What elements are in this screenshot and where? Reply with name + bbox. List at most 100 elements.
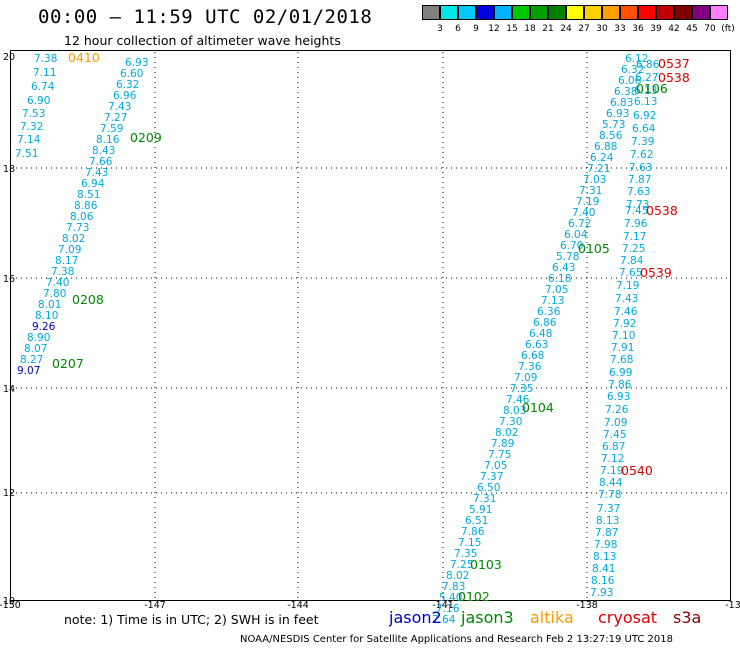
wave-height-value: 7.84 bbox=[620, 255, 644, 267]
legend-swatch bbox=[602, 5, 620, 20]
legend-label: 6 bbox=[455, 24, 461, 34]
wave-height-value: 7.37 bbox=[597, 503, 620, 515]
wave-height-value: 7.09 bbox=[58, 244, 81, 256]
pass-time-label: 0105 bbox=[578, 241, 610, 256]
wave-height-value: 8.13 bbox=[593, 551, 616, 563]
y-axis-label: 18 bbox=[3, 164, 15, 175]
wave-height-value: 6.13 bbox=[634, 96, 657, 108]
wave-height-value: 8.43 bbox=[92, 145, 115, 157]
wave-height-value: 7.43 bbox=[85, 167, 108, 179]
legend-swatch bbox=[620, 5, 638, 20]
wave-height-value: 7.05 bbox=[484, 460, 507, 472]
legend-label: 9 bbox=[473, 24, 479, 34]
wave-height-value: 7.13 bbox=[541, 295, 564, 307]
satellite-altika: altika bbox=[530, 608, 574, 627]
wave-height-value: 7.75 bbox=[488, 449, 511, 461]
pass-time-label: 0106 bbox=[636, 81, 668, 96]
wave-height-value: 7.86 bbox=[461, 526, 485, 538]
satellite-s3a: s3a bbox=[673, 608, 702, 627]
wave-height-value: 8.86 bbox=[74, 200, 98, 212]
wave-height-value: 5.40 bbox=[439, 592, 462, 604]
x-axis-label: -150 bbox=[0, 600, 21, 611]
wave-height-value: 6.92 bbox=[633, 110, 656, 122]
wave-height-value: 8.56 bbox=[599, 130, 623, 142]
wave-height-value: 8.03 bbox=[503, 405, 526, 417]
wave-height-value: 7.62 bbox=[630, 149, 653, 161]
map-frame bbox=[10, 50, 731, 601]
wave-height-value: 6.96 bbox=[113, 90, 137, 102]
wave-height-value: 7.27 bbox=[104, 112, 127, 124]
satellite-cryosat: cryosat bbox=[598, 608, 658, 627]
wave-height-value: 6.48 bbox=[529, 328, 552, 340]
wave-height-value: 7.31 bbox=[579, 185, 602, 197]
wave-height-value: 7.40 bbox=[46, 277, 69, 289]
wave-height-value: 6.27 bbox=[635, 72, 658, 84]
wave-height-value: 5.78 bbox=[556, 251, 579, 263]
pass-time-label: 0209 bbox=[130, 130, 162, 145]
wave-height-value: 8.07 bbox=[24, 343, 47, 355]
legend-swatch bbox=[548, 5, 566, 20]
wave-height-value: 9.07 bbox=[17, 365, 40, 377]
credit-line: NOAA/NESDIS Center for Satellite Applica… bbox=[240, 634, 673, 645]
legend-swatch bbox=[692, 5, 710, 20]
wave-height-value: 8.27 bbox=[20, 354, 43, 366]
wave-height-value: 7.36 bbox=[518, 361, 542, 373]
wave-height-value: 6.36 bbox=[537, 306, 561, 318]
wave-height-value: 6.24 bbox=[590, 152, 614, 164]
wave-height-value: 6.50 bbox=[477, 482, 500, 494]
satellite-jason2: jason2 bbox=[389, 608, 442, 627]
wave-height-value: 8.17 bbox=[55, 255, 78, 267]
wave-height-value: 6.12 bbox=[625, 53, 648, 65]
y-axis-label: 14 bbox=[3, 384, 15, 395]
wave-height-value: 6.32 bbox=[116, 79, 139, 91]
wave-height-value: 7.73 bbox=[66, 222, 89, 234]
wave-height-value: 7.32 bbox=[20, 121, 43, 133]
pass-time-label: 0537 bbox=[658, 56, 690, 71]
wave-height-value: 7.38 bbox=[51, 266, 74, 278]
wave-height-value: 8.02 bbox=[62, 233, 85, 245]
legend-label: 45 bbox=[686, 24, 698, 34]
wave-height-value: 7.05 bbox=[545, 284, 568, 296]
wave-height-value: 7.93 bbox=[590, 587, 613, 599]
legend-swatch bbox=[458, 5, 476, 20]
wave-height-value: 7.19 bbox=[576, 196, 599, 208]
wave-height-value: 6.51 bbox=[465, 515, 488, 527]
wave-height-value: 7.63 bbox=[627, 186, 650, 198]
wave-height-value: 7.25 bbox=[450, 559, 473, 571]
wave-height-value: 7.37 bbox=[480, 471, 503, 483]
legend-swatch bbox=[656, 5, 674, 20]
wave-height-value: 7.46 bbox=[506, 394, 530, 406]
wave-height-value: 6.72 bbox=[568, 218, 591, 230]
track-east-1: 6.126.326.066.386.836.935.738.566.886.24… bbox=[432, 53, 648, 626]
wave-height-value: 6.06 bbox=[618, 75, 642, 87]
wave-height-value: 9.26 bbox=[32, 321, 56, 333]
wave-height-value: 7.96 bbox=[624, 218, 648, 230]
legend-label: 27 bbox=[578, 24, 590, 34]
wave-height-value: 6.04 bbox=[564, 229, 588, 241]
wave-height-value: 8.51 bbox=[77, 189, 100, 201]
legend-swatch bbox=[530, 5, 548, 20]
pass-time-label: 0208 bbox=[72, 292, 104, 307]
wave-height-value: 6.86 bbox=[636, 59, 660, 71]
track-east-2: 6.866.276.136.136.926.647.397.627.637.87… bbox=[590, 59, 660, 599]
wave-height-value: 7.91 bbox=[611, 342, 634, 354]
wave-height-value: 8.01 bbox=[38, 299, 61, 311]
y-axis-label: 10 bbox=[3, 596, 15, 607]
pass-time-label: 0538 bbox=[646, 203, 678, 218]
wave-height-value: 7.63 bbox=[629, 162, 652, 174]
wave-height-value: 8.02 bbox=[446, 570, 469, 582]
pass-time-label: 0410 bbox=[68, 50, 100, 65]
footnote: note: 1) Time is in UTC; 2) SWH is in fe… bbox=[64, 612, 319, 627]
wave-height-value: 6.99 bbox=[609, 367, 632, 379]
wave-height-value: 7.46 bbox=[614, 306, 638, 318]
wave-height-value: 7.80 bbox=[43, 288, 66, 300]
map-border bbox=[10, 50, 731, 601]
legend-label: 70 bbox=[704, 24, 716, 34]
wave-height-value: 6.86 bbox=[533, 317, 557, 329]
legend-swatch bbox=[422, 5, 440, 20]
wave-height-value: 7.11 bbox=[33, 67, 56, 79]
legend-label: 30 bbox=[596, 24, 608, 34]
legend-label: 24 bbox=[560, 24, 572, 34]
wave-height-value: 8.44 bbox=[599, 477, 623, 489]
